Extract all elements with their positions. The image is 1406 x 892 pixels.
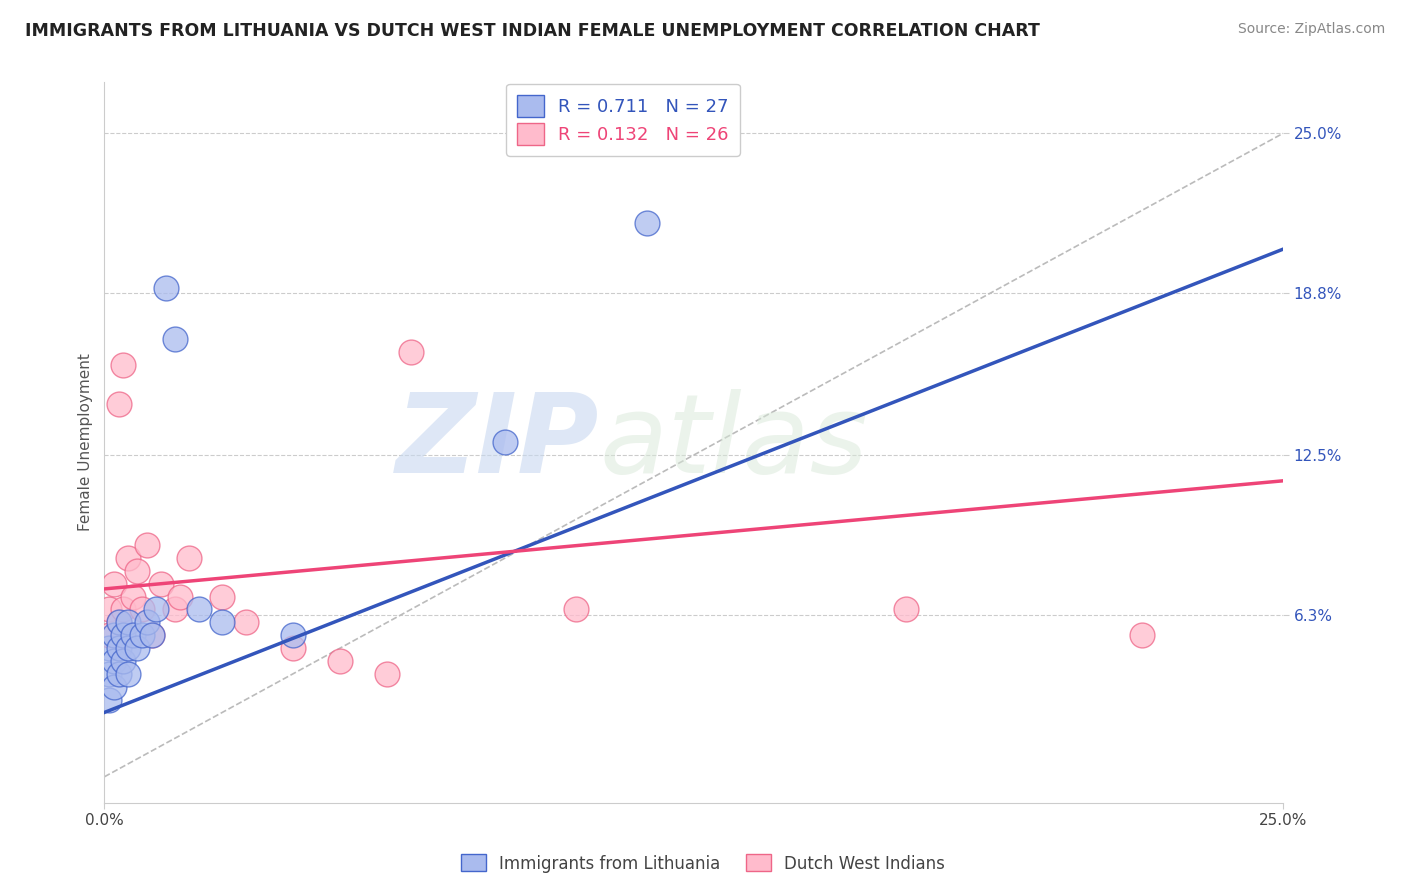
Point <box>636 217 658 231</box>
Point <box>235 615 257 630</box>
Point <box>127 641 149 656</box>
Point <box>131 628 153 642</box>
Point <box>98 666 121 681</box>
Point <box>98 641 121 656</box>
Point <box>112 602 135 616</box>
Point <box>121 628 143 642</box>
Point <box>141 628 163 642</box>
Point <box>135 538 157 552</box>
Text: Source: ZipAtlas.com: Source: ZipAtlas.com <box>1237 22 1385 37</box>
Point <box>145 602 167 616</box>
Point <box>107 615 129 630</box>
Point <box>112 654 135 668</box>
Point <box>149 576 172 591</box>
Point <box>98 628 121 642</box>
Text: IMMIGRANTS FROM LITHUANIA VS DUTCH WEST INDIAN FEMALE UNEMPLOYMENT CORRELATION C: IMMIGRANTS FROM LITHUANIA VS DUTCH WEST … <box>25 22 1040 40</box>
Point <box>103 628 125 642</box>
Point <box>141 628 163 642</box>
Point <box>103 576 125 591</box>
Point <box>187 602 209 616</box>
Y-axis label: Female Unemployment: Female Unemployment <box>79 353 93 531</box>
Point <box>135 615 157 630</box>
Point <box>399 345 422 359</box>
Point <box>131 602 153 616</box>
Point <box>107 666 129 681</box>
Point <box>98 692 121 706</box>
Point <box>281 641 304 656</box>
Point <box>165 332 187 346</box>
Point <box>107 641 129 656</box>
Point <box>112 358 135 372</box>
Text: ZIP: ZIP <box>396 389 599 496</box>
Text: atlas: atlas <box>599 389 868 496</box>
Legend: R = 0.711   N = 27, R = 0.132   N = 26: R = 0.711 N = 27, R = 0.132 N = 26 <box>506 84 740 156</box>
Point <box>894 602 917 616</box>
Point <box>117 666 139 681</box>
Point <box>103 680 125 694</box>
Point <box>98 602 121 616</box>
Point <box>211 615 233 630</box>
Point <box>127 564 149 578</box>
Point <box>117 615 139 630</box>
Point <box>117 641 139 656</box>
Point <box>107 396 129 410</box>
Point <box>494 435 516 450</box>
Point <box>107 615 129 630</box>
Point <box>211 590 233 604</box>
Point <box>329 654 352 668</box>
Legend: Immigrants from Lithuania, Dutch West Indians: Immigrants from Lithuania, Dutch West In… <box>454 847 952 880</box>
Point <box>103 654 125 668</box>
Point <box>179 551 201 566</box>
Point <box>375 666 398 681</box>
Point <box>155 281 177 295</box>
Point <box>112 628 135 642</box>
Point <box>281 628 304 642</box>
Point <box>121 590 143 604</box>
Point <box>1130 628 1153 642</box>
Point <box>117 551 139 566</box>
Point <box>565 602 588 616</box>
Point <box>165 602 187 616</box>
Point <box>169 590 191 604</box>
